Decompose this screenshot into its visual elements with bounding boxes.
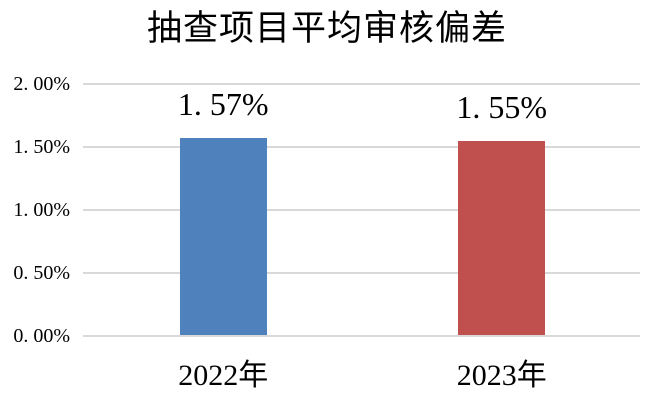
y-tick-label: 0. 50%: [13, 262, 70, 284]
y-tick-label: 0. 00%: [13, 325, 70, 347]
gridline: [83, 209, 640, 211]
x-axis-label: 2023年: [456, 359, 547, 392]
y-tick-label: 2. 00%: [13, 73, 70, 95]
gridline: [83, 146, 640, 148]
chart-title: 抽查项目平均审核偏差: [146, 9, 507, 48]
gridline: [83, 272, 640, 274]
bar-value-label: 1. 57%: [177, 86, 269, 123]
y-tick-label: 1. 50%: [13, 136, 70, 158]
y-tick-label: 1. 00%: [13, 199, 70, 221]
gridline: [83, 83, 640, 85]
bar-2022年: [179, 138, 267, 336]
bar-value-label: 1. 55%: [456, 88, 548, 125]
bar-2023年: [458, 140, 546, 336]
x-axis-label: 2022年: [178, 359, 269, 392]
x-axis-line: [83, 335, 640, 337]
